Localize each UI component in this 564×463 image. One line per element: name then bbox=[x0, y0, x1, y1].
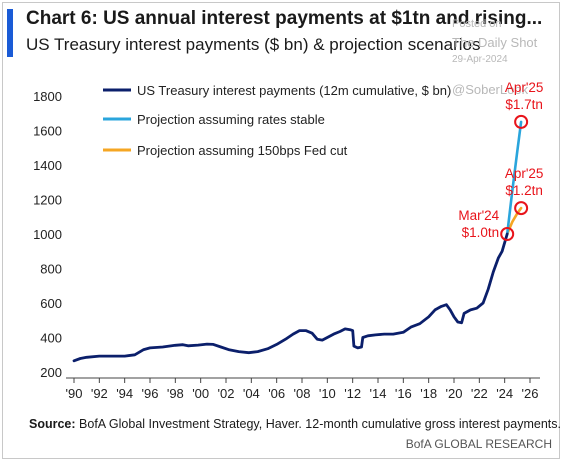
x-tick-label: '20 bbox=[446, 386, 463, 401]
x-tick-label: '00 bbox=[192, 386, 209, 401]
x-tick-label: '92 bbox=[91, 386, 108, 401]
source-note: Source: BofA Global Investment Strategy,… bbox=[29, 417, 561, 431]
annotation-marker bbox=[514, 114, 529, 129]
x-tick-label: '08 bbox=[294, 386, 311, 401]
y-tick-label: 1000 bbox=[33, 227, 62, 242]
chart-frame bbox=[2, 2, 560, 459]
x-tick-label: '94 bbox=[116, 386, 133, 401]
x-tick-label: '02 bbox=[218, 386, 235, 401]
legend-label: Projection assuming rates stable bbox=[137, 112, 325, 127]
annotation-value: $1.2tn bbox=[505, 183, 543, 198]
y-tick-label: 1400 bbox=[33, 158, 62, 173]
y-tick-label: 800 bbox=[40, 262, 62, 277]
annotation-date: Apr'25 bbox=[505, 166, 544, 181]
annotation-value: $1.0tn bbox=[462, 225, 500, 240]
x-tick-label: '10 bbox=[319, 386, 336, 401]
chart-subtitle: US Treasury interest payments ($ bn) & p… bbox=[26, 35, 481, 54]
x-tick-label: '18 bbox=[420, 386, 437, 401]
watermark-publication: The Daily Shot bbox=[452, 35, 538, 50]
legend: US Treasury interest payments (12m cumul… bbox=[103, 83, 451, 158]
x-tick-label: '90 bbox=[66, 386, 83, 401]
x-tick-label: '96 bbox=[142, 386, 159, 401]
legend-label: US Treasury interest payments (12m cumul… bbox=[137, 83, 451, 98]
legend-label: Projection assuming 150bps Fed cut bbox=[137, 143, 348, 158]
series-line bbox=[72, 232, 509, 363]
y-tick-label: 200 bbox=[40, 365, 62, 380]
x-tick-label: '26 bbox=[522, 386, 539, 401]
x-tick-label: '12 bbox=[344, 386, 361, 401]
y-tick-label: 400 bbox=[40, 331, 62, 346]
annotations: Mar'24 $1.0tn Apr'25 $1.2tn Apr'25 $1.7tn bbox=[458, 80, 544, 241]
watermark-date: 29-Apr-2024 bbox=[452, 54, 508, 65]
source-text: BofA Global Investment Strategy, Haver. … bbox=[79, 417, 561, 431]
annotation-value: $1.7tn bbox=[505, 97, 543, 112]
x-tick-label: '16 bbox=[395, 386, 412, 401]
brand-label: BofA GLOBAL RESEARCH bbox=[405, 437, 552, 451]
watermark-posted-on: Posted on bbox=[452, 18, 502, 30]
annotation-date: Apr'25 bbox=[505, 80, 544, 95]
x-tick-label: '98 bbox=[167, 386, 184, 401]
y-tick-label: 1800 bbox=[33, 89, 62, 104]
y-tick-label: 1200 bbox=[33, 193, 62, 208]
x-tick-label: '06 bbox=[268, 386, 285, 401]
x-tick-label: '22 bbox=[471, 386, 488, 401]
axes: 200 400 600 800 1000 1200 1400 1600 1800 '90 '92 '9… bbox=[33, 89, 540, 401]
y-tick-label: 1600 bbox=[33, 124, 62, 139]
annotation-marker bbox=[500, 227, 515, 241]
x-tick-label: '14 bbox=[370, 386, 387, 401]
source-label: Source: bbox=[29, 417, 76, 431]
y-tick-label: 600 bbox=[40, 296, 62, 311]
annotation-date: Mar'24 bbox=[458, 208, 499, 223]
x-tick-label: '24 bbox=[496, 386, 513, 401]
title-accent-bar bbox=[7, 9, 13, 57]
watermark-handle: @SoberLook bbox=[452, 82, 529, 97]
x-tick-label: '04 bbox=[243, 386, 260, 401]
chart-title: Chart 6: US annual interest payments at … bbox=[26, 8, 543, 29]
annotation-marker bbox=[514, 201, 529, 216]
series-line bbox=[505, 120, 523, 236]
